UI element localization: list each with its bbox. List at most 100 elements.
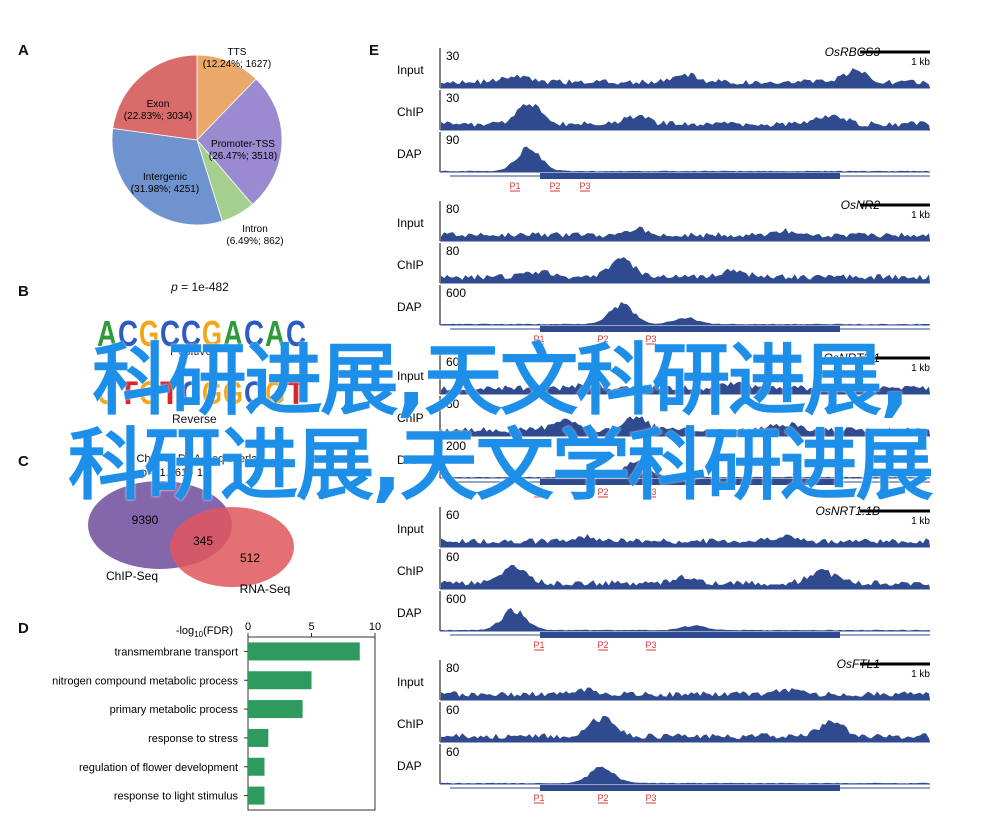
bar-axis-title: -log10(FDR) bbox=[176, 625, 233, 639]
promoter-label: P3 bbox=[645, 793, 656, 803]
promoter-label: P3 bbox=[645, 487, 656, 497]
venn-title: ChIP vs RNA-Seq overlap bbox=[137, 453, 264, 465]
motif-letter: C bbox=[286, 313, 306, 354]
track-scale: 30 bbox=[446, 91, 460, 105]
motif-letter-reverse: T bbox=[118, 375, 138, 411]
scale-bar-label: 1 kb bbox=[911, 57, 930, 68]
bar bbox=[248, 757, 265, 776]
track-label: DAP bbox=[397, 453, 422, 467]
track-scale: 90 bbox=[446, 133, 460, 147]
gene-model-exon bbox=[540, 173, 840, 179]
track-scale: 60 bbox=[446, 508, 460, 522]
coverage-track bbox=[441, 381, 930, 394]
coverage-track bbox=[441, 608, 930, 631]
gene-name: OsRBCS3 bbox=[825, 45, 881, 59]
bar-axis-tick-label: 10 bbox=[369, 621, 381, 633]
pie-label-name: Promoter-TSS bbox=[211, 139, 275, 150]
track-scale: 600 bbox=[446, 286, 466, 300]
pie-label-value: (22.83%; 3034) bbox=[124, 111, 192, 122]
bar-category-label: response to stress bbox=[148, 733, 238, 745]
bar-axis-tick-label: 0 bbox=[245, 621, 251, 633]
track-label: Input bbox=[397, 369, 424, 383]
track-scale: 30 bbox=[446, 49, 460, 63]
pie-slice-promoter-tss bbox=[196, 78, 283, 206]
track-label: DAP bbox=[397, 606, 422, 620]
motif-letter-reverse: C bbox=[181, 375, 201, 411]
motif-letter-reverse: C bbox=[244, 375, 264, 411]
panel-label-b: B bbox=[18, 283, 29, 300]
track-label: Input bbox=[397, 63, 424, 77]
coverage-track bbox=[441, 564, 930, 589]
track-scale: 600 bbox=[446, 592, 466, 606]
coverage-track bbox=[441, 766, 930, 784]
track-label: ChIP bbox=[397, 258, 424, 272]
motif-letter: A bbox=[265, 313, 285, 354]
motif-letter: C bbox=[160, 313, 180, 354]
track-label: Input bbox=[397, 522, 424, 536]
motif-p-symbol: p bbox=[171, 280, 178, 294]
motif-letter: A bbox=[97, 313, 117, 354]
track-label: DAP bbox=[397, 759, 422, 773]
motif-letter-reverse: G bbox=[97, 375, 117, 411]
bar-category-label: primary metabolic process bbox=[110, 704, 239, 716]
track-label: Input bbox=[397, 216, 424, 230]
motif-p-value: = 1e-482 bbox=[177, 280, 229, 294]
bar-category-label: regulation of flower development bbox=[79, 762, 238, 774]
gene-name: OsNRT2.1 bbox=[824, 351, 880, 365]
bar-category-label: nitrogen compound metabolic process bbox=[52, 675, 238, 687]
promoter-label: P1 bbox=[533, 793, 544, 803]
pie-label-value: (6.49%; 862) bbox=[226, 236, 283, 247]
motif-letter-reverse: T bbox=[160, 375, 180, 411]
bar-plot-frame bbox=[247, 636, 376, 811]
coverage-track bbox=[441, 146, 930, 172]
track-scale: 80 bbox=[446, 661, 460, 675]
overlay-text-line2: 科研进展,天文学科研进展 bbox=[68, 421, 934, 511]
bar bbox=[248, 700, 303, 719]
bar-category-label: response to light stimulus bbox=[114, 791, 239, 803]
gene-name: OsFTL1 bbox=[837, 657, 880, 671]
promoter-label: P2 bbox=[549, 181, 560, 191]
pie-label-name: Intergenic bbox=[143, 172, 187, 183]
promoter-label: P3 bbox=[645, 640, 656, 650]
pie-label-name: Intron bbox=[242, 224, 268, 235]
track-label: ChIP bbox=[397, 105, 424, 119]
pie-chart: TTS(12.24%; 1627) Promoter-TSS(26.47%; 35… bbox=[111, 47, 284, 247]
track-scale: 60 bbox=[446, 703, 460, 717]
gene-model-exon bbox=[540, 479, 840, 485]
motif-letter-reverse: G bbox=[202, 375, 222, 411]
track-label: ChIP bbox=[397, 717, 424, 731]
motif-letter: G bbox=[139, 313, 159, 354]
panel-label-e: E bbox=[369, 42, 380, 59]
gene-model-exon bbox=[540, 632, 840, 638]
venn-chip-count: 9390 bbox=[132, 513, 159, 527]
venn-diagram: ChIP vs RNA-Seq overlap p = 1.361 - 15 9… bbox=[88, 453, 294, 596]
scale-bar-label: 1 kb bbox=[911, 210, 930, 221]
promoter-label: P3 bbox=[645, 334, 656, 344]
track-label: DAP bbox=[397, 147, 422, 161]
venn-pvalue: p = 1.361 - 15 bbox=[141, 467, 209, 479]
panel-label-c: C bbox=[18, 453, 29, 470]
coverage-track bbox=[441, 226, 930, 241]
motif-positive-label: Positive bbox=[170, 344, 213, 358]
motif-letter-reverse: G bbox=[139, 375, 159, 411]
track-scale: 80 bbox=[446, 244, 460, 258]
venn-rna-circle bbox=[170, 507, 294, 587]
gene-name: OsNRT1.1B bbox=[816, 504, 880, 518]
bar bbox=[248, 728, 269, 747]
bar-category-label: transmembrane transport bbox=[115, 646, 239, 658]
coverage-track bbox=[441, 416, 930, 436]
coverage-track bbox=[441, 533, 930, 547]
promoter-label: P1 bbox=[533, 640, 544, 650]
pie-slice-tts bbox=[196, 54, 257, 141]
track-label: ChIP bbox=[397, 411, 424, 425]
coverage-track bbox=[441, 687, 930, 700]
scale-bar-label: 1 kb bbox=[911, 363, 930, 374]
motif-letter: G bbox=[202, 313, 222, 354]
promoter-label: P1 bbox=[533, 487, 544, 497]
coverage-track bbox=[441, 302, 930, 325]
venn-rna-count: 512 bbox=[240, 551, 260, 565]
motif-letter-reverse: G bbox=[265, 375, 285, 411]
